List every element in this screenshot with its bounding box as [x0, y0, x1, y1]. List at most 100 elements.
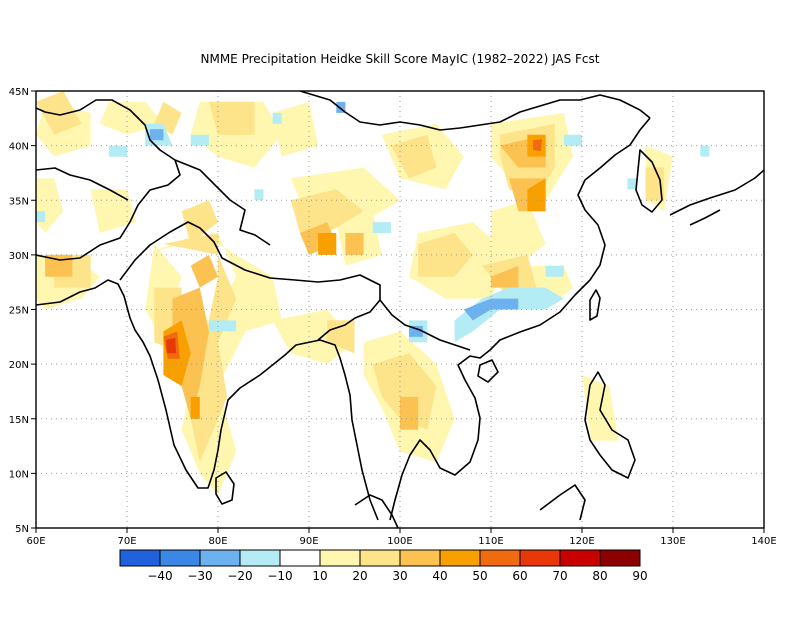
coastlines-and-borders — [36, 91, 764, 528]
shading-patch-62 — [545, 265, 564, 277]
shading-patch-51 — [166, 337, 177, 354]
tick-label-lon-90: 90E — [299, 536, 318, 547]
shading-patch-47 — [527, 178, 546, 212]
shading-patch-43 — [400, 396, 419, 430]
colorbar-swatch-12 — [599, 549, 641, 567]
map-area — [36, 91, 764, 528]
shading-patch-45 — [190, 396, 200, 419]
colorbar-label-4: 10 — [312, 569, 327, 583]
colorbar-swatch-1 — [159, 549, 201, 567]
colorbar-swatch-2 — [199, 549, 241, 567]
shading-patch-37 — [45, 254, 73, 277]
colorbar-label-0: −40 — [147, 569, 172, 583]
borneo-coast — [539, 484, 586, 521]
longitude-ticks: 60E 70E 80E 90E 100E 110E 120E 130E 140E — [26, 528, 777, 547]
tick-label-lat-20: 20N — [9, 360, 29, 371]
shading-patch-41 — [345, 233, 364, 255]
shading-patch-57 — [272, 112, 282, 124]
tick-label-lat-25: 25N — [9, 306, 29, 317]
shading-patch-20 — [36, 91, 82, 135]
colorbar-label-9: 60 — [512, 569, 527, 583]
hainan-coast — [477, 359, 499, 383]
tick-label-lat-35: 35N — [9, 196, 29, 207]
colorbar-swatch-7 — [399, 549, 441, 567]
shading-patch-52 — [36, 211, 46, 223]
tick-label-lat-5: 5N — [15, 524, 29, 535]
colorbar-label-12: 90 — [632, 569, 647, 583]
mongolia-border — [299, 91, 651, 131]
shading-patch-63 — [563, 134, 582, 146]
east-asia-coast — [389, 117, 651, 521]
shading-patch-33 — [645, 167, 664, 201]
colorbar-label-2: −20 — [227, 569, 252, 583]
tick-label-lon-120: 120E — [569, 536, 594, 547]
shading-patch-50 — [532, 139, 542, 152]
shading-patch-13 — [491, 200, 546, 266]
shading-patch-30 — [418, 233, 473, 277]
shading-patch-68 — [149, 129, 164, 141]
colorbar-label-8: 50 — [472, 569, 487, 583]
latitude-ticks: 5N 10N 15N 20N 25N 30N 35N 40N 45N — [9, 87, 36, 535]
shading-patch-42 — [491, 265, 519, 288]
colorbar-swatch-11 — [559, 549, 601, 567]
tick-label-lon-60: 60E — [26, 536, 45, 547]
colorbar-swatch-6 — [359, 549, 401, 567]
shading-patch-26 — [208, 101, 255, 135]
shading-patch-56 — [254, 189, 264, 201]
tick-label-lon-110: 110E — [478, 536, 503, 547]
shading-patch-59 — [372, 222, 391, 233]
korea-coast — [635, 149, 663, 213]
shading-patch-23 — [163, 233, 237, 463]
shading-patch-36 — [190, 254, 218, 288]
china-border — [174, 159, 271, 246]
shading-patch-28 — [390, 134, 437, 179]
shading-patch-58 — [208, 320, 237, 332]
colorbar-label-11: 80 — [592, 569, 607, 583]
shading-patch-65 — [700, 145, 710, 157]
colorbar-label-1: −30 — [187, 569, 212, 583]
colorbar-label-10: 70 — [552, 569, 567, 583]
japan-coast — [669, 169, 764, 226]
tick-label-lat-30: 30N — [9, 251, 29, 262]
colorbar-swatch-9 — [479, 549, 521, 567]
skill-score-shading — [36, 91, 710, 496]
indochina-border — [379, 299, 471, 351]
colorbar-label-6: 30 — [392, 569, 407, 583]
tick-label-lon-70: 70E — [117, 536, 136, 547]
shading-patch-60 — [454, 287, 564, 343]
colorbar: −40 −30 −20 −10 10 20 30 40 50 60 70 80 90 — [119, 549, 648, 583]
colorbar-swatch-5 — [319, 549, 361, 567]
philippines-coast — [584, 371, 636, 479]
sri-lanka-coast — [215, 471, 235, 505]
sumatra-coast — [354, 494, 399, 528]
colorbar-swatch-3 — [239, 549, 281, 567]
colorbar-label-3: −10 — [267, 569, 292, 583]
india-north-border — [119, 221, 381, 341]
tick-label-lon-100: 100E — [387, 536, 412, 547]
shading-patch-48 — [318, 233, 337, 255]
coastline-west-asia — [36, 279, 379, 521]
tick-label-lat-15: 15N — [9, 415, 29, 426]
afghanistan-border — [36, 167, 129, 201]
shading-patch-25 — [181, 200, 218, 244]
tick-label-lat-45: 45N — [9, 87, 29, 98]
colorbar-swatch-0 — [119, 549, 161, 567]
tick-label-lat-10: 10N — [9, 469, 29, 480]
tick-label-lon-80: 80E — [208, 536, 227, 547]
shading-patch-27 — [290, 189, 364, 233]
colorbar-label-7: 40 — [432, 569, 447, 583]
colorbar-swatch-10 — [519, 549, 561, 567]
shading-patch-54 — [190, 134, 209, 146]
shading-patch-9 — [272, 101, 319, 157]
tick-label-lon-140: 140E — [751, 536, 776, 547]
shading-patch-55 — [108, 145, 127, 157]
tick-label-lon-130: 130E — [660, 536, 685, 547]
shading-patch-32 — [372, 353, 437, 430]
colorbar-swatch-8 — [439, 549, 481, 567]
taiwan-coast — [589, 289, 601, 321]
shading-patch-64 — [627, 178, 637, 190]
colorbar-label-5: 20 — [352, 569, 367, 583]
shading-patch-67 — [409, 325, 423, 337]
chart-title: NMME Precipitation Heidke Skill Score Ma… — [200, 52, 599, 66]
